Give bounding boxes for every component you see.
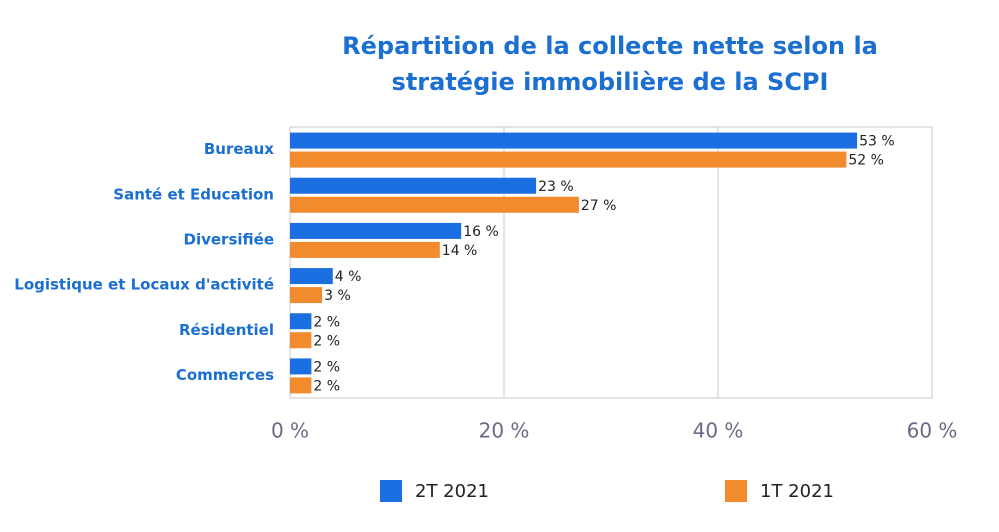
bar [290, 241, 440, 258]
value-label: 53 % [859, 134, 895, 150]
bar [290, 313, 312, 330]
legend-swatch [725, 480, 747, 502]
value-label: 23 % [538, 179, 574, 195]
x-tick-label: 40 % [693, 419, 744, 443]
value-label: 27 % [581, 198, 617, 214]
bar [290, 132, 858, 149]
value-label: 2 % [313, 314, 340, 330]
y-tick-label: Santé et Education [113, 185, 274, 203]
bar [290, 358, 312, 375]
chart-title: Répartition de la collecte nette selon l… [342, 32, 878, 96]
x-tick-label: 0 % [271, 419, 309, 443]
bar [290, 196, 579, 213]
legend-swatch [380, 480, 402, 502]
value-label: 14 % [442, 243, 478, 259]
bar [290, 332, 312, 349]
legend-label: 2T 2021 [415, 481, 489, 502]
y-tick-label: Résidentiel [179, 321, 274, 339]
bar [290, 222, 462, 239]
bar [290, 287, 323, 304]
x-tick-label: 20 % [479, 419, 530, 443]
y-tick-label: Commerces [176, 366, 274, 384]
value-label: 3 % [324, 288, 351, 304]
bar [290, 151, 847, 168]
value-label: 2 % [313, 333, 340, 349]
bar [290, 177, 537, 194]
legend-label: 1T 2021 [760, 481, 834, 502]
plot-area [289, 126, 933, 399]
value-label: 16 % [463, 224, 499, 240]
value-label: 2 % [313, 359, 340, 375]
y-tick-label: Bureaux [204, 140, 274, 158]
value-label: 52 % [848, 153, 884, 169]
bar [290, 268, 333, 285]
y-tick-label: Diversifiée [184, 230, 274, 248]
bar [290, 377, 312, 394]
value-label: 2 % [313, 378, 340, 394]
x-tick-label: 60 % [907, 419, 958, 443]
value-label: 4 % [335, 269, 362, 285]
y-tick-label: Logistique et Locaux d'activité [14, 276, 274, 294]
